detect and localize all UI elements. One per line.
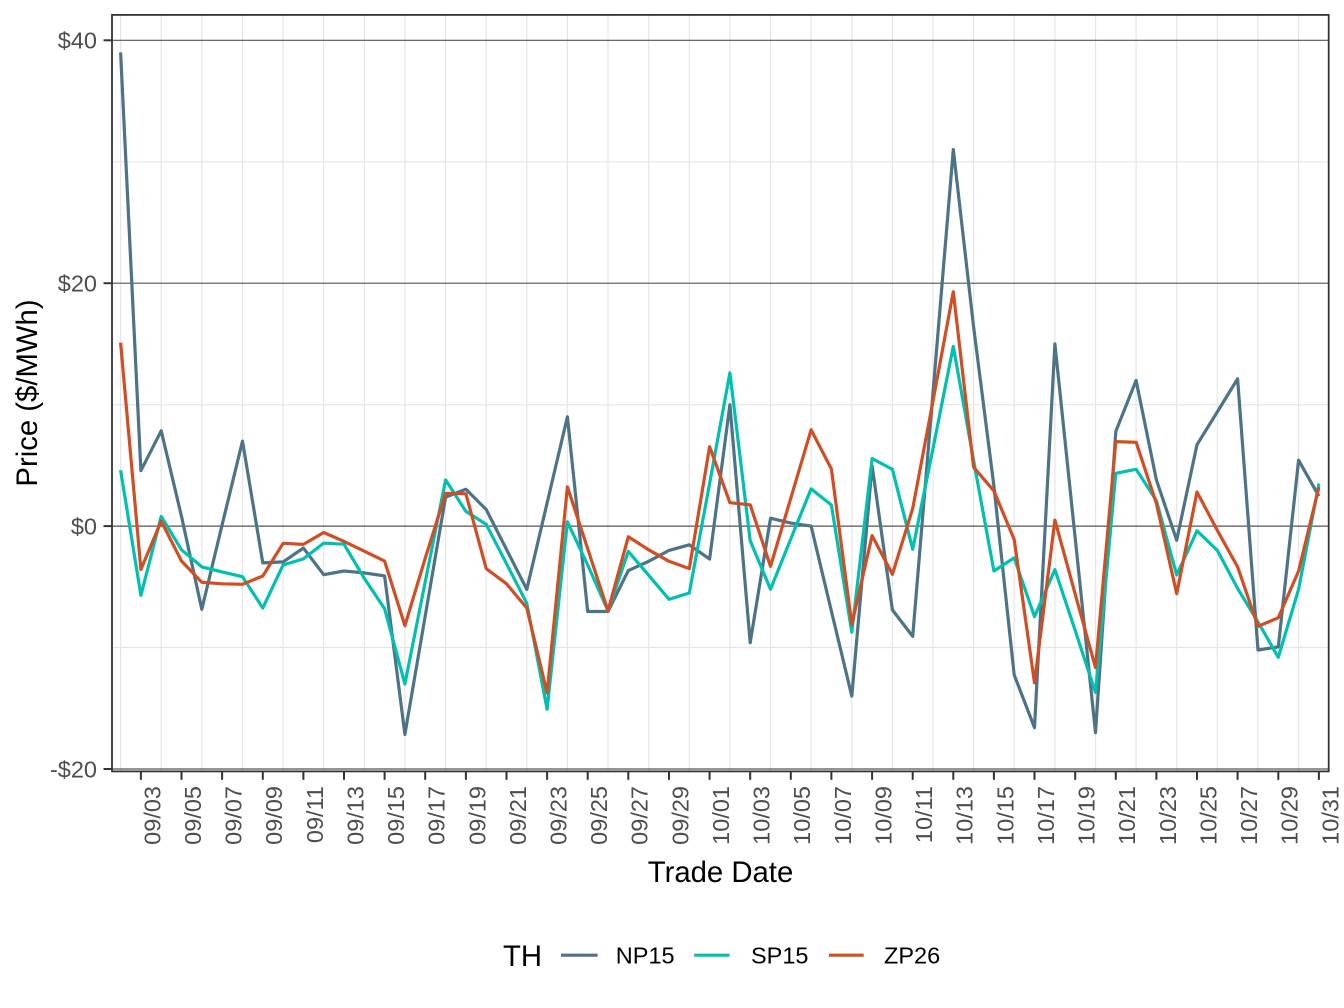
svg-text:09/13: 09/13 — [342, 786, 368, 845]
svg-text:09/29: 09/29 — [667, 786, 693, 845]
svg-text:SP15: SP15 — [751, 943, 809, 969]
svg-text:09/25: 09/25 — [586, 786, 612, 845]
svg-text:10/03: 10/03 — [749, 786, 775, 845]
svg-text:10/05: 10/05 — [789, 786, 815, 845]
svg-text:09/19: 09/19 — [464, 786, 490, 845]
svg-text:10/29: 10/29 — [1277, 786, 1303, 845]
svg-text:$0: $0 — [71, 513, 97, 539]
svg-text:NP15: NP15 — [616, 943, 675, 969]
svg-text:Trade Date: Trade Date — [648, 856, 793, 889]
svg-text:10/09: 10/09 — [871, 786, 897, 845]
svg-text:09/23: 09/23 — [546, 786, 572, 845]
svg-text:09/03: 09/03 — [139, 786, 165, 845]
svg-text:09/15: 09/15 — [383, 786, 409, 845]
svg-text:$40: $40 — [58, 28, 97, 54]
svg-text:10/27: 10/27 — [1236, 786, 1262, 845]
svg-text:10/19: 10/19 — [1074, 786, 1100, 845]
svg-text:10/13: 10/13 — [952, 786, 978, 845]
svg-text:09/05: 09/05 — [180, 786, 206, 845]
svg-text:10/25: 10/25 — [1195, 786, 1221, 845]
svg-text:Price ($/MWh): Price ($/MWh) — [11, 299, 44, 486]
svg-text:09/27: 09/27 — [627, 786, 653, 845]
svg-text:10/31: 10/31 — [1317, 786, 1343, 845]
svg-text:10/11: 10/11 — [911, 786, 937, 843]
svg-text:09/09: 09/09 — [261, 786, 287, 845]
svg-text:10/07: 10/07 — [830, 786, 856, 845]
svg-text:10/23: 10/23 — [1155, 786, 1181, 845]
svg-text:-$20: -$20 — [50, 756, 97, 782]
svg-text:ZP26: ZP26 — [884, 943, 940, 969]
svg-text:09/21: 09/21 — [505, 786, 531, 845]
svg-text:09/11: 09/11 — [302, 786, 328, 843]
svg-text:09/17: 09/17 — [424, 786, 450, 845]
svg-text:10/01: 10/01 — [708, 786, 734, 845]
svg-text:TH: TH — [503, 940, 542, 973]
svg-text:10/15: 10/15 — [992, 786, 1018, 845]
svg-text:10/17: 10/17 — [1033, 786, 1059, 845]
svg-text:09/07: 09/07 — [221, 786, 247, 845]
svg-text:10/21: 10/21 — [1114, 786, 1140, 845]
svg-text:$20: $20 — [58, 271, 97, 297]
